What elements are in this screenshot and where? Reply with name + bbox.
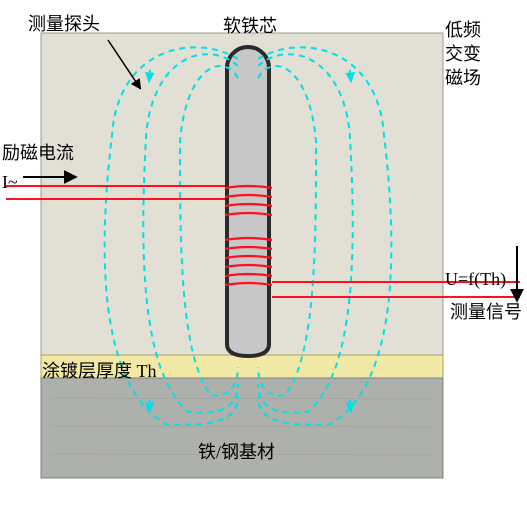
label-field_l3: 磁场 <box>445 66 481 90</box>
label-probe: 测量探头 <box>28 12 100 36</box>
label-excite: 励磁电流 <box>2 141 74 165</box>
label-isym: I~ <box>2 170 18 194</box>
label-ueq: U=f(Th) <box>445 267 506 291</box>
label-field_l1: 低频 <box>445 18 481 42</box>
label-field_l2: 交变 <box>445 42 481 66</box>
label-coating: 涂镀层厚度 Th <box>42 359 157 383</box>
label-substrate: 铁/钢基材 <box>198 440 275 464</box>
label-signal: 测量信号 <box>450 300 522 324</box>
label-core: 软铁芯 <box>223 14 277 38</box>
